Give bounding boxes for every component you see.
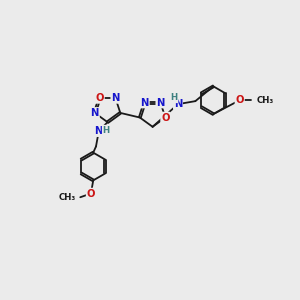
Text: O: O [95,93,104,103]
Text: H: H [170,93,178,102]
Text: N: N [156,98,165,107]
Text: H: H [103,125,110,134]
Text: O: O [236,95,244,105]
Text: CH₃: CH₃ [59,193,76,202]
Text: N: N [94,126,103,136]
Text: N: N [91,108,99,118]
Text: N: N [174,99,182,109]
Text: N: N [111,93,120,103]
Text: CH₃: CH₃ [256,96,274,105]
Text: O: O [87,188,95,199]
Text: O: O [161,112,170,122]
Text: N: N [140,98,149,107]
